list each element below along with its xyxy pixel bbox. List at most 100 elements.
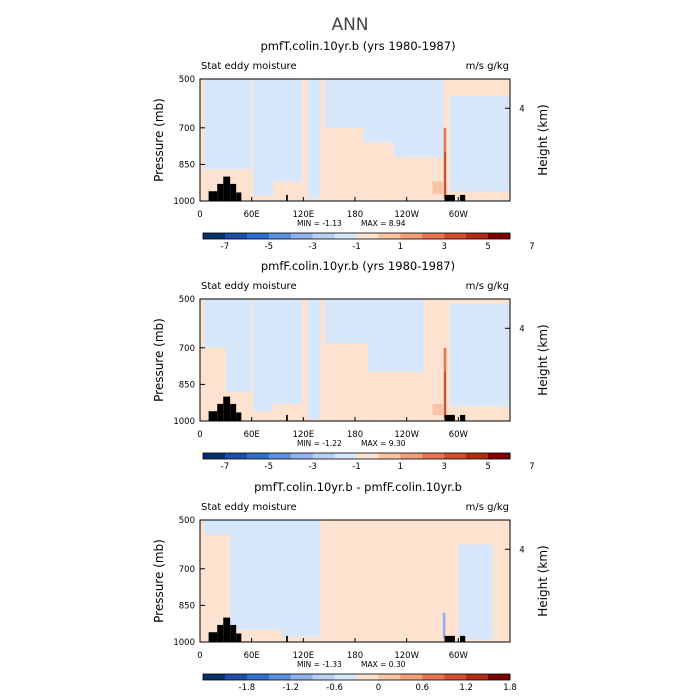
topography-mask (230, 624, 237, 642)
figure-title: ANN (331, 15, 368, 35)
colorbar-swatch (356, 233, 379, 239)
topography-mask (444, 635, 455, 642)
colorbar-frame (202, 452, 511, 460)
x-tick-label: 60E (244, 651, 260, 661)
contour-region (281, 520, 321, 638)
contour-region (307, 299, 321, 419)
contour-region (204, 79, 252, 170)
contour-region (253, 79, 274, 197)
colorbar-tick-label: 1.8 (503, 683, 517, 693)
contour-region (363, 79, 394, 143)
topography-mask (217, 183, 224, 201)
colorbar-frame (202, 232, 511, 240)
y-axis-label: Pressure (mb) (152, 98, 166, 182)
colorbar-swatch (444, 453, 467, 459)
y-tick-label: 1000 (173, 197, 195, 207)
colorbar-swatch (246, 453, 270, 459)
colorbar-tick-label: -1.2 (282, 683, 299, 693)
panel-title: pmfF.colin.10yr.b (yrs 1980-1987) (261, 259, 455, 273)
contour-region (307, 79, 321, 199)
topography-mask (217, 403, 224, 421)
colorbar-swatch (488, 674, 511, 680)
colorbar-tick-label: -0.6 (326, 683, 343, 693)
contour-region (230, 520, 282, 630)
contour-panel-2: pmfF.colin.10yr.b (yrs 1980-1987) Stat ed… (152, 259, 550, 472)
panel-title: pmfT.colin.10yr.b (yrs 1980-1987) (260, 39, 455, 53)
topography-mask (230, 183, 237, 201)
x-tick-label: 60W (449, 651, 469, 661)
panel-title: pmfT.colin.10yr.b - pmfF.colin.10yr.b (254, 480, 462, 494)
y-tick-label: 500 (179, 75, 195, 85)
colorbar-swatch (224, 233, 248, 239)
x-tick-label: 120W (394, 651, 419, 661)
min-label: MIN = -1.33 (297, 660, 342, 669)
topography-mask (286, 414, 288, 421)
panel-subtitle-right: m/s g/kg (466, 61, 509, 72)
contour-region (458, 544, 493, 640)
x-tick-label: 120E (293, 210, 315, 220)
colorbar-tick-label: -7 (221, 242, 229, 252)
colorbar-tick-label: -3 (308, 242, 316, 252)
topography-mask (223, 396, 231, 421)
contour-panel-1: pmfT.colin.10yr.b (yrs 1980-1987) Stat ed… (152, 39, 550, 252)
colorbar-swatch (466, 674, 489, 680)
colorbar-swatch (400, 453, 423, 459)
y-tick-label: 1000 (173, 638, 195, 648)
x-tick-label: 60W (449, 430, 469, 440)
topography-mask (444, 414, 455, 421)
topography-mask (460, 635, 466, 642)
topography-mask (236, 192, 242, 201)
colorbar-swatch (378, 453, 401, 459)
colorbar-tick-label: 7 (529, 462, 534, 472)
colorbar-tick-label: 0 (376, 683, 381, 693)
contour-region (225, 299, 252, 392)
panel-subtitle-right: m/s g/kg (466, 281, 509, 292)
colorbar-swatch (422, 453, 445, 459)
right-axis-label: Height (km) (536, 545, 550, 616)
topography-mask (460, 414, 466, 421)
contour-region (204, 299, 226, 348)
topography-mask (286, 635, 288, 642)
colorbar-tick-label: 1 (398, 242, 403, 252)
colorbar-swatch (224, 453, 248, 459)
colorbar-swatch (466, 453, 489, 459)
colorbar-swatch (400, 233, 423, 239)
colorbar-swatch (203, 674, 226, 680)
panel-subtitle-left: Stat eddy moisture (201, 502, 297, 513)
colorbar-swatch (444, 674, 467, 680)
contour-region (449, 303, 510, 407)
colorbar-swatch (356, 453, 379, 459)
contour-region (253, 299, 274, 412)
colorbar-swatch (378, 674, 401, 680)
topography-mask (223, 617, 231, 642)
contour-region (444, 372, 446, 418)
colorbar-swatch (334, 674, 357, 680)
colorbar-tick-label: 3 (442, 462, 447, 472)
y-tick-label: 700 (179, 124, 195, 134)
colorbar-tick-label: 0.6 (416, 683, 430, 693)
panel-subtitle-left: Stat eddy moisture (201, 281, 297, 292)
colorbar-swatch (400, 674, 423, 680)
y-tick-label: 700 (179, 565, 195, 575)
colorbar-tick-label: -7 (221, 462, 229, 472)
topography-mask (208, 632, 218, 642)
colorbar-swatch (378, 233, 401, 239)
max-label: MAX = 8.94 (361, 219, 406, 228)
y-tick-label: 850 (179, 160, 195, 170)
x-tick-label: 120W (394, 210, 419, 220)
colorbar-tick-label: -5 (265, 242, 273, 252)
right-tick-label: 4 (519, 324, 524, 334)
min-label: MIN = -1.13 (297, 219, 342, 228)
y-tick-label: 1000 (173, 417, 195, 427)
colorbar-swatch (290, 453, 313, 459)
colorbar-swatch (356, 674, 379, 680)
colorbar-tick-label: -1.8 (239, 683, 256, 693)
max-label: MAX = 9.30 (361, 439, 406, 448)
topography-mask (236, 633, 242, 642)
colorbar-swatch (466, 233, 489, 239)
contour-region (442, 612, 446, 639)
colorbar-swatch (246, 674, 270, 680)
contour-region (432, 181, 443, 194)
colorbar-swatch (312, 674, 335, 680)
